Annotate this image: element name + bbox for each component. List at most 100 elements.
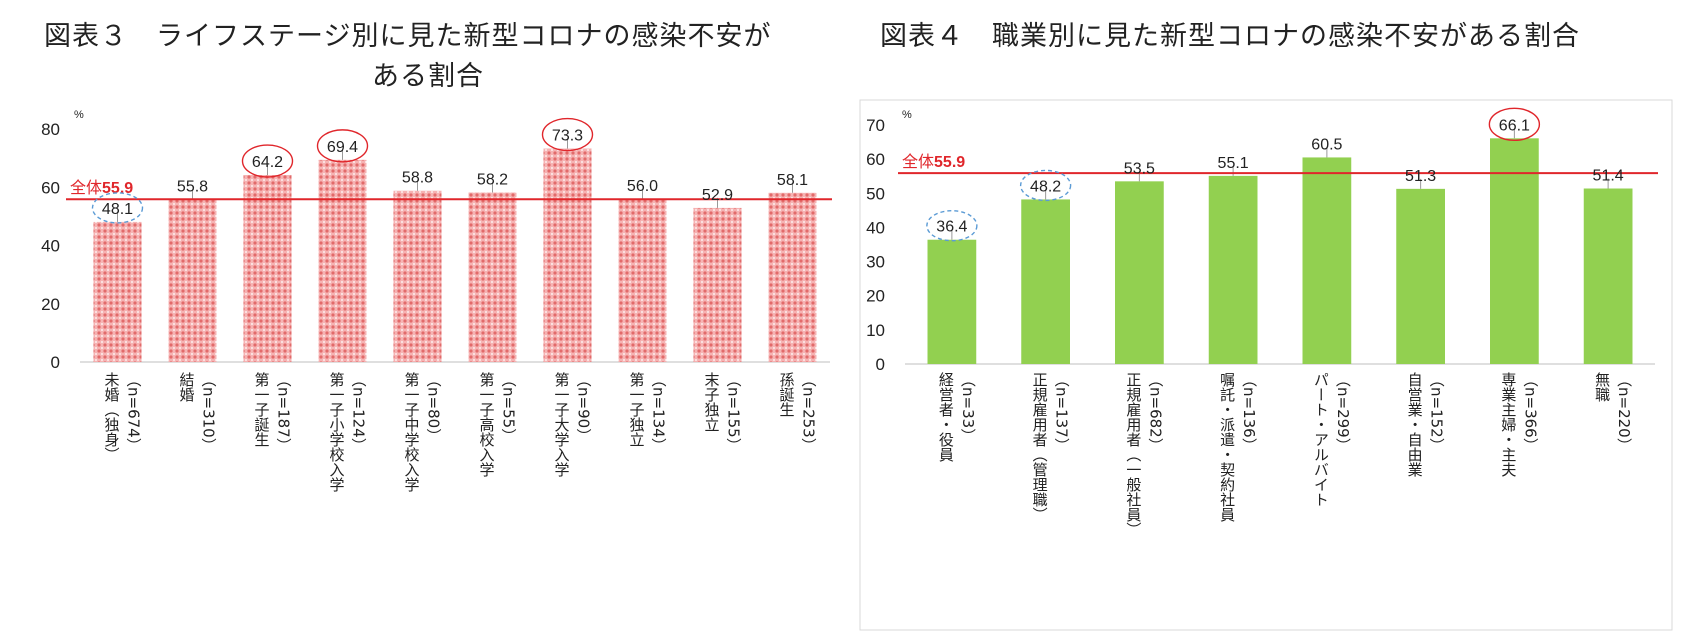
fig3-category-label: 未婚（独身） xyxy=(103,372,121,462)
fig4-highlight-low xyxy=(926,210,978,242)
fig4-data-label: 60.5 xyxy=(1311,136,1342,153)
fig3-y-tick: 40 xyxy=(41,237,60,256)
fig3-y-tick: 20 xyxy=(41,295,60,314)
fig4-y-tick: 40 xyxy=(866,218,885,237)
fig4-category-label: 正規雇用者（管理職） xyxy=(1031,372,1049,522)
fig4-bar xyxy=(1490,138,1539,364)
fig4-y-tick: 60 xyxy=(866,150,885,169)
fig3-category-label: （n=134） xyxy=(650,372,668,453)
fig3-highlight-high xyxy=(541,117,594,152)
fig4-bar xyxy=(1115,181,1164,364)
fig3-data-label: 48.1 xyxy=(102,201,133,218)
fig4-category-label: 自営業・自由業 xyxy=(1406,372,1424,477)
fig3-y-tick: 0 xyxy=(51,353,60,372)
fig3-bar xyxy=(618,198,667,362)
fig3-y-tick: 60 xyxy=(41,178,60,197)
fig4-y-tick: 0 xyxy=(876,355,885,374)
fig4-highlight-low xyxy=(1019,169,1072,202)
fig3-data-label: 52.9 xyxy=(702,187,733,204)
fig4-data-label: 36.4 xyxy=(936,219,967,236)
fig4-category-label: （n=299） xyxy=(1334,372,1352,453)
fig4-data-label: 66.1 xyxy=(1499,117,1530,134)
fig3-category-label: （n=310） xyxy=(200,372,218,453)
fig3-category-label: （n=187） xyxy=(275,372,293,453)
fig3-category-label: 孫誕生 xyxy=(778,372,796,417)
fig3-data-label: 56.0 xyxy=(627,178,658,195)
fig3-y-tick: 80 xyxy=(41,120,60,139)
fig3-data-label: 73.3 xyxy=(552,128,583,145)
fig4-bar xyxy=(1396,188,1445,364)
fig4-y-tick: 10 xyxy=(866,321,885,340)
fig4-category-label: （n=136） xyxy=(1240,372,1258,453)
fig3-category-label: （n=80） xyxy=(425,372,443,443)
fig4-bar xyxy=(1302,157,1352,364)
fig4-chart: 0 10 20 30 40 50 60 70% 全体55.9 36.4 48.2 53.5 55.1 60… xyxy=(859,99,1673,631)
fig4-highlight-high xyxy=(1488,107,1541,142)
fig4-data-label: 55.1 xyxy=(1218,155,1249,172)
fig3-bar xyxy=(543,148,592,362)
fig4-overall-label-value: 55.9 xyxy=(934,154,965,171)
fig4-category-label: （n=366） xyxy=(1521,372,1539,453)
fig3-category-label: （n=674） xyxy=(125,372,143,453)
fig3-data-label: 58.1 xyxy=(777,172,808,189)
fig3-bar xyxy=(468,192,517,362)
fig4-data-label: 48.2 xyxy=(1030,178,1061,195)
fig3-chart: 0 20 40 60 80% 全体55.9 48.1 55.8 64.2 69.4 58.8 58.2… xyxy=(41,109,832,492)
fig4-bar xyxy=(1021,199,1070,364)
fig4-category-label: 嘱託・派遣・契約社員 xyxy=(1218,372,1236,522)
fig4-data-label: 51.3 xyxy=(1405,168,1436,185)
fig4-y-tick: 50 xyxy=(866,184,885,203)
fig3-title-line1: 図表３ ライフステージ別に見た新型コロナの感染不安が xyxy=(44,21,772,52)
fig4-y-tick: 70 xyxy=(866,116,885,135)
fig3-y-unit: % xyxy=(74,109,84,121)
fig3-category-label: （n=155） xyxy=(725,372,743,453)
fig3-bar xyxy=(93,221,142,362)
fig3-data-label: 69.4 xyxy=(327,139,358,156)
fig4-category-label: 無職 xyxy=(1593,372,1611,402)
fig3-category-label: 第一子誕生 xyxy=(253,371,271,447)
fig4-overall-label: 全体55.9 xyxy=(902,153,965,171)
fig4-data-label: 51.4 xyxy=(1593,168,1624,185)
fig4-plot-frame xyxy=(859,99,1673,631)
fig3-highlight-high xyxy=(316,129,369,163)
fig3-category-label: 第一子小学校入学 xyxy=(328,371,346,492)
fig3-category-label: （n=55） xyxy=(500,372,518,443)
fig3-category-label: 第一子独立 xyxy=(628,371,646,447)
fig3-bar xyxy=(318,159,367,362)
fig4-y-tick: 30 xyxy=(866,253,885,272)
fig3-bar xyxy=(393,190,442,362)
fig3-highlight-low xyxy=(91,192,144,224)
fig4-bar xyxy=(1208,175,1258,364)
fig4-bar xyxy=(1583,188,1633,364)
fig4-category-label: 経営者・役員 xyxy=(937,372,955,462)
fig3-overall-label-prefix: 全体 xyxy=(70,179,102,197)
fig3-category-label: （n=124） xyxy=(350,372,368,453)
fig4-category-label: （n=137） xyxy=(1053,372,1071,453)
fig3-category-label: （n=253） xyxy=(800,372,818,453)
fig3-category-label: 末子独立 xyxy=(703,372,721,432)
fig4-category-label: パート・アルバイト xyxy=(1312,372,1330,507)
fig3-data-label: 58.8 xyxy=(402,170,433,187)
fig3-title-line2: ある割合 xyxy=(372,61,484,92)
fig4-category-label: （n=682） xyxy=(1146,372,1164,453)
fig3-bar xyxy=(168,199,217,362)
fig3-category-label: 第一子高校入学 xyxy=(478,371,496,477)
fig4-category-label: （n=220） xyxy=(1615,372,1633,453)
fig4-category-label: （n=33） xyxy=(959,372,977,443)
fig4-y-tick: 20 xyxy=(866,287,885,306)
fig3-bar xyxy=(768,192,817,362)
fig4-data-label: 53.5 xyxy=(1124,160,1155,177)
fig3-category-label: 第一子大学入学 xyxy=(553,371,571,477)
fig3-data-label: 55.8 xyxy=(177,178,208,195)
fig4-overall-label-prefix: 全体 xyxy=(902,153,934,171)
fig3-data-label: 58.2 xyxy=(477,171,508,188)
fig3-category-label: （n=90） xyxy=(575,372,593,443)
fig3-highlight-high xyxy=(241,144,294,178)
fig3-category-label: 第一子中学校入学 xyxy=(403,371,421,492)
fig3-bar xyxy=(693,207,742,362)
fig3-category-label: 結婚 xyxy=(178,372,196,402)
fig4-bar xyxy=(927,239,977,364)
fig3-data-label: 64.2 xyxy=(252,154,283,171)
fig4-category-label: 専業主婦・主夫 xyxy=(1499,372,1517,477)
